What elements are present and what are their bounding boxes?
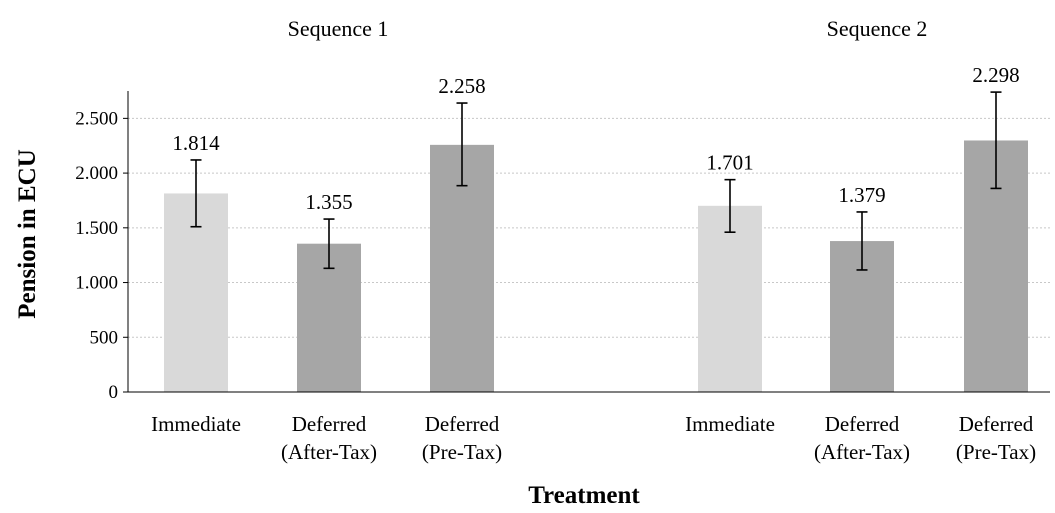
category-label-line: (After-Tax)	[281, 440, 377, 464]
bars	[164, 140, 1028, 392]
category-label-line: (Pre-Tax)	[956, 440, 1036, 464]
data-label: 2.258	[438, 74, 485, 98]
y-axis: 0 500 1.000 1.500 2.000 2.500	[75, 91, 1050, 403]
data-labels: 1.814 1.355 2.258 1.701 1.379 2.298	[172, 63, 1019, 214]
data-label: 2.298	[972, 63, 1019, 87]
gridlines	[128, 117, 1050, 338]
category-label: Deferred (Pre-Tax)	[422, 412, 502, 464]
category-label-line: (Pre-Tax)	[422, 440, 502, 464]
category-labels: Immediate Deferred (After-Tax) Deferred (Pre…	[151, 412, 1036, 464]
category-label: Deferred (Pre-Tax)	[956, 412, 1036, 464]
data-label: 1.379	[838, 183, 885, 207]
category-label-line: Immediate	[685, 412, 775, 436]
x-axis-title: Treatment	[528, 482, 640, 509]
data-label: 1.814	[172, 131, 220, 155]
category-label-line: (After-Tax)	[814, 440, 910, 464]
category-label-line: Deferred	[825, 412, 900, 436]
category-label: Immediate	[685, 412, 775, 436]
y-tick-label: 500	[90, 327, 119, 348]
bar	[698, 205, 762, 392]
y-axis-title: Pension in ECU	[14, 149, 41, 318]
data-label: 1.701	[706, 151, 753, 175]
data-label: 1.355	[305, 190, 352, 214]
category-label-line: Immediate	[151, 412, 241, 436]
y-tick-label: 2.500	[75, 108, 118, 129]
sequence-title: Sequence 2	[827, 16, 928, 41]
y-tick-label: 0	[109, 382, 119, 403]
y-tick-label: 1.000	[75, 273, 118, 294]
category-label: Deferred (After-Tax)	[281, 412, 377, 464]
category-label: Immediate	[151, 412, 241, 436]
category-label: Deferred (After-Tax)	[814, 412, 910, 464]
category-label-line: Deferred	[292, 412, 367, 436]
error-bars	[190, 91, 1002, 271]
sequence-title: Sequence 1	[288, 16, 389, 41]
category-label-line: Deferred	[425, 412, 500, 436]
category-label-line: Deferred	[959, 412, 1034, 436]
sequence-titles: Sequence 1 Sequence 2	[288, 16, 928, 41]
y-tick-label: 1.500	[75, 218, 118, 239]
y-tick-label: 2.000	[75, 163, 118, 184]
